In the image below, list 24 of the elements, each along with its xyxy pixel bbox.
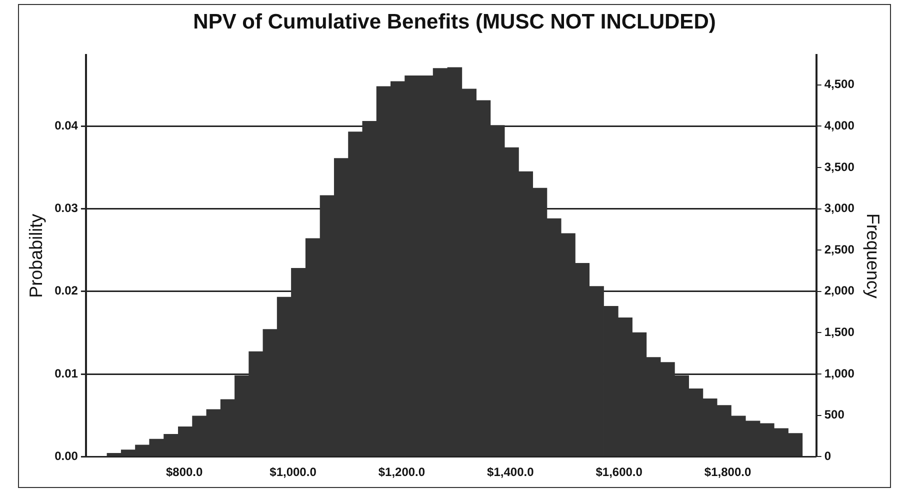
y2-tick-label: 1,500 — [824, 325, 855, 340]
y2-tick-label: 4,000 — [824, 118, 855, 133]
x-tick-label: $1,800.0 — [704, 465, 752, 480]
y-tick-label: 0.02 — [54, 284, 78, 298]
x-tick-label: $1,200.0 — [378, 465, 426, 480]
y-tick-label: 0.01 — [54, 366, 78, 380]
y-axis-title: Probability — [26, 214, 46, 298]
x-tick-label: $1,600.0 — [596, 465, 643, 480]
y2-axis-title: Frequency — [863, 213, 884, 298]
y2-tick-label: 2,500 — [824, 242, 855, 256]
y-tick-label: 0.00 — [54, 448, 78, 463]
x-tick-label: $1,400.0 — [487, 465, 534, 480]
y-tick-label: 0.03 — [54, 201, 78, 216]
y2-tick-label: 2,000 — [824, 284, 855, 298]
chart-title: NPV of Cumulative Benefits (MUSC NOT INCLUDED) — [193, 10, 716, 34]
y-tick-label: 0.04 — [54, 118, 78, 133]
y2-tick-label: 0 — [824, 448, 832, 463]
y2-tick-label: 4,500 — [824, 77, 855, 92]
y2-tick-label: 500 — [824, 408, 845, 422]
y2-tick-label: 3,000 — [824, 201, 855, 216]
x-tick-label: $800.0 — [166, 465, 203, 480]
x-tick-label: $1,000.0 — [270, 465, 317, 480]
y2-tick-label: 3,500 — [824, 160, 855, 174]
y2-tick-label: 1,000 — [824, 366, 855, 380]
